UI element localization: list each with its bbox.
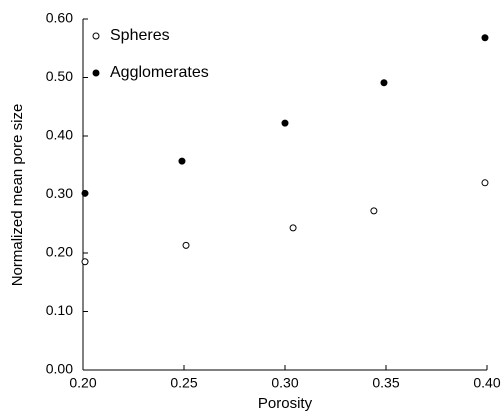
point [178, 157, 186, 165]
point [182, 241, 190, 249]
legend-marker [92, 69, 100, 77]
point [370, 207, 378, 215]
y-axis-label: Normalized mean pore size [9, 104, 26, 287]
y-tick-label: 0.10 [46, 302, 73, 318]
legend-label: Agglomerates [110, 64, 209, 81]
point [481, 179, 489, 187]
x-tick-label: 0.30 [271, 375, 298, 391]
x-tick-label: 0.40 [473, 375, 500, 391]
point [281, 119, 289, 127]
x-tick-label: 0.35 [372, 375, 399, 391]
y-tick-label: 0.60 [46, 10, 73, 26]
legend-marker [92, 32, 100, 40]
x-tick-label: 0.25 [170, 375, 197, 391]
point [481, 34, 489, 42]
point [81, 258, 89, 266]
point [81, 189, 89, 197]
y-tick-label: 0.50 [46, 68, 73, 84]
y-tick-label: 0.00 [46, 361, 73, 377]
legend-label: Spheres [110, 27, 170, 44]
y-tick-label: 0.30 [46, 185, 73, 201]
y-tick-label: 0.20 [46, 244, 73, 260]
point [289, 224, 297, 232]
x-axis-label: Porosity [258, 395, 313, 412]
y-tick-label: 0.40 [46, 127, 73, 143]
point [380, 79, 388, 87]
x-tick-label: 0.20 [69, 375, 96, 391]
